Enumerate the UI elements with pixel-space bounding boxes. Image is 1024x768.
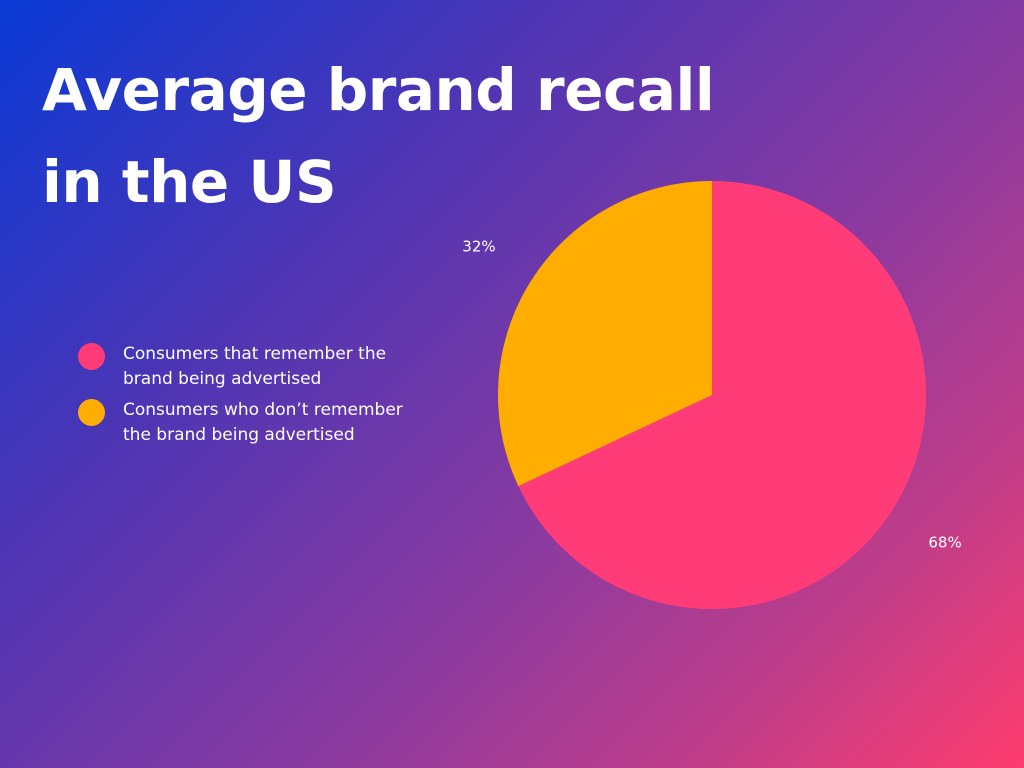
- chart-title: Average brand recall in the US: [42, 44, 742, 228]
- chart-title-line-1: Average brand recall: [42, 56, 715, 124]
- pie-slice-remember: [518, 181, 926, 609]
- legend-item-not-remember: Consumers who don’t remember the brand b…: [78, 398, 458, 448]
- legend-label-not-remember: Consumers who don’t remember the brand b…: [123, 400, 403, 445]
- legend-swatch-remember: [78, 343, 105, 370]
- pie-label-not-remember: 32%: [462, 238, 495, 256]
- legend-swatch-not-remember: [78, 399, 105, 426]
- pie-slice-not-remember: [498, 181, 712, 487]
- chart-legend: Consumers that remember the brand being …: [78, 342, 458, 454]
- chart-title-line-2: in the US: [42, 148, 337, 216]
- pie-label-remember: 68%: [928, 533, 961, 551]
- legend-item-remember: Consumers that remember the brand being …: [78, 342, 458, 392]
- legend-label-remember: Consumers that remember the brand being …: [123, 344, 387, 389]
